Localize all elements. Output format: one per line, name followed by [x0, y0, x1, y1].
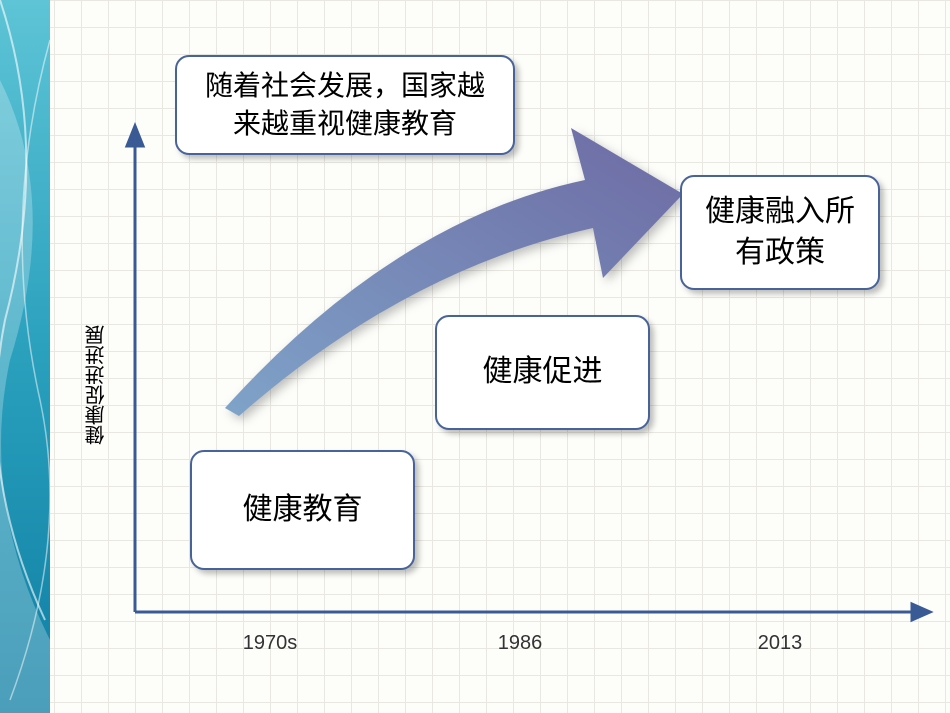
milestone-label: 健康教育 — [243, 490, 363, 531]
milestone-health-promotion: 健康促进 — [435, 315, 650, 430]
left-wave-decoration — [0, 0, 50, 713]
milestone-health-in-all-policies: 健康融入所有政策 — [680, 175, 880, 290]
x-tick-2013: 2013 — [758, 632, 803, 655]
x-tick-1986: 1986 — [498, 632, 543, 655]
x-tick-1970s: 1970s — [243, 632, 298, 655]
chart-area: 健康促进进展 1970s 1986 2013 随着社会发展，国家越来越重视健康教… — [60, 0, 950, 713]
y-axis-label: 健康促进进展 — [82, 325, 111, 445]
top-note-text: 随着社会发展，国家越来越重视健康教育 — [193, 67, 497, 143]
milestone-label: 健康促进 — [483, 352, 603, 393]
milestone-health-education: 健康教育 — [190, 450, 415, 570]
top-note-box: 随着社会发展，国家越来越重视健康教育 — [175, 55, 515, 155]
milestone-label: 健康融入所有政策 — [698, 192, 862, 273]
